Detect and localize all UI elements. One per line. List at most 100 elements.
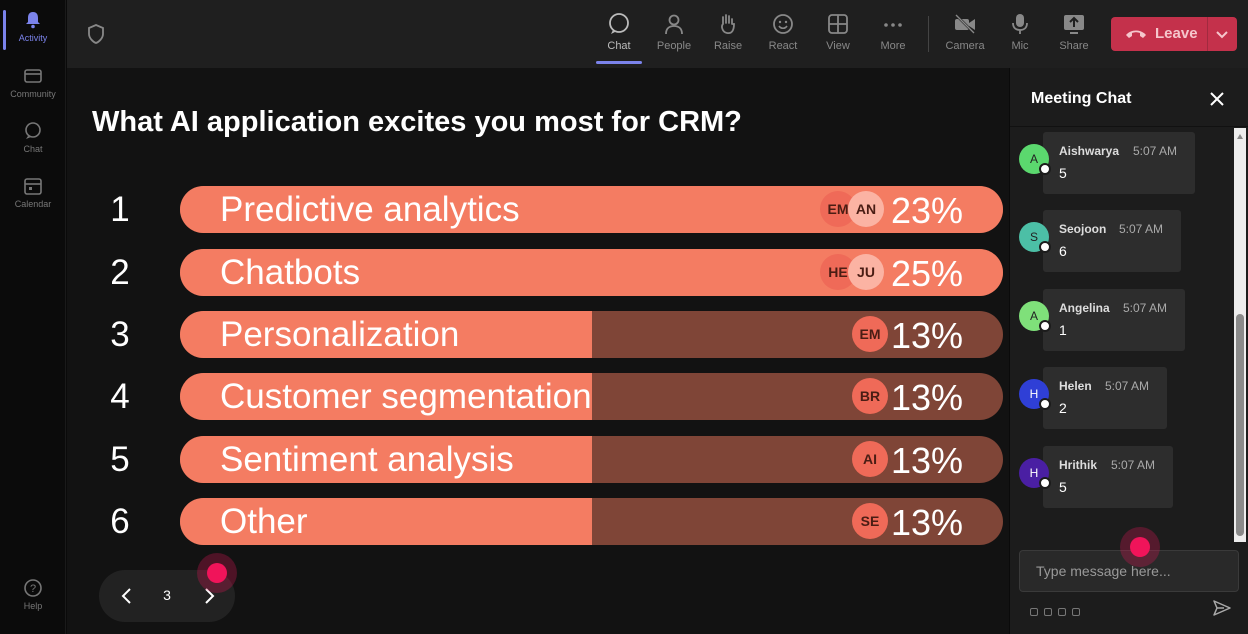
poll-option-label: Customer segmentation <box>220 377 592 416</box>
message-author: Helen <box>1059 379 1092 393</box>
format-icon[interactable] <box>1030 608 1038 616</box>
shield-icon[interactable] <box>87 24 105 44</box>
chevron-left-icon[interactable] <box>117 586 137 606</box>
presence-status-icon <box>1039 477 1051 489</box>
toolbar-raise-button[interactable]: Raise <box>703 12 753 52</box>
message-time: 5:07 AM <box>1119 222 1164 236</box>
toolbar-camera-button[interactable]: Camera <box>940 12 990 52</box>
poll-option-label: Predictive analytics <box>220 190 520 229</box>
poll-option-percent: 13% <box>890 315 963 356</box>
toolbar-people-label: People <box>656 40 692 52</box>
chevron-right-icon[interactable] <box>199 586 219 606</box>
leave-button[interactable]: Leave <box>1111 17 1237 51</box>
voter-avatar: AN <box>848 191 884 227</box>
scroll-thumb[interactable] <box>1236 314 1244 536</box>
message-bubble: Hrithik 5:07 AM 5 <box>1043 446 1173 508</box>
rail-item-community[interactable]: Community <box>0 66 66 99</box>
scroll-up-arrow-icon[interactable] <box>1237 134 1243 139</box>
message-author: Angelina <box>1059 301 1110 315</box>
avatar[interactable]: H <box>1019 458 1051 489</box>
toolbar-more-label: More <box>880 40 906 52</box>
leave-label: Leave <box>1155 25 1198 42</box>
message-bubble: Seojoon 5:07 AM 6 <box>1043 210 1181 272</box>
page-number: 3 <box>163 587 171 603</box>
smile-icon <box>773 14 793 34</box>
avatar-initial: A <box>1029 152 1038 166</box>
poll-option-percent: 25% <box>890 253 963 294</box>
poll-stage: What AI application excites you most for… <box>67 68 1009 634</box>
toolbar-view-button[interactable]: View <box>813 12 863 52</box>
avatar[interactable]: A <box>1019 144 1051 175</box>
meeting-toolbar: Chat People Raise React View More Camera… <box>67 0 1248 68</box>
toolbar-mic-label: Mic <box>1011 40 1029 52</box>
poll-option-row: 2 Chatbots HE JU 25% <box>67 249 1009 297</box>
message-author: Seojoon <box>1059 222 1107 236</box>
message-text: 5 <box>1059 165 1067 181</box>
voter-avatar: BR <box>852 378 888 414</box>
toolbar-share-button[interactable]: Share <box>1049 12 1099 52</box>
format-toolbar <box>1030 603 1086 616</box>
poll-option-fill <box>180 373 592 420</box>
more-icon <box>884 23 902 27</box>
chat-icon <box>609 13 629 34</box>
chat-title: Meeting Chat <box>1031 90 1132 107</box>
bell-icon <box>26 12 40 29</box>
rail-item-help[interactable]: ? Help <box>0 578 66 611</box>
rail-item-activity[interactable]: Activity <box>0 10 66 50</box>
send-icon[interactable] <box>1212 598 1232 618</box>
poll-option-number: 4 <box>110 377 130 416</box>
chevron-down-icon[interactable] <box>1214 26 1230 42</box>
rail-item-calendar[interactable]: Calendar <box>0 176 66 209</box>
voter-avatar: AI <box>852 441 888 477</box>
message-bubble: Angelina 5:07 AM 1 <box>1043 289 1185 351</box>
voter-avatar: EM <box>820 191 856 227</box>
people-icon <box>665 14 683 35</box>
message-text: 6 <box>1059 243 1067 259</box>
poll-option-bar: Chatbots HE JU 25% <box>180 249 1003 296</box>
calendar-icon <box>24 178 42 195</box>
poll-option-label: Other <box>220 502 308 541</box>
message-time: 5:07 AM <box>1111 458 1156 472</box>
gif-icon[interactable] <box>1072 608 1080 616</box>
poll-option-number: 1 <box>110 190 130 229</box>
voter-avatar: JU <box>848 254 884 290</box>
toolbar-react-button[interactable]: React <box>758 12 808 52</box>
poll-option-fill <box>180 436 592 483</box>
poll-option-bar: Personalization EM 13% <box>180 311 1003 358</box>
presence-status-icon <box>1039 320 1051 332</box>
avatar[interactable]: H <box>1019 379 1051 410</box>
poll-option-row: 3 Personalization EM 13% <box>67 311 1009 359</box>
close-icon[interactable] <box>1208 90 1226 108</box>
poll-option-row: 6 Other SE 13% <box>67 498 1009 546</box>
attach-icon[interactable] <box>1044 608 1052 616</box>
poll-option-bar: Other SE 13% <box>180 498 1003 545</box>
poll-option-label: Sentiment analysis <box>220 440 514 479</box>
avatar-initial: H <box>1029 466 1039 480</box>
message-time: 5:07 AM <box>1133 144 1178 158</box>
presence-status-icon <box>1039 163 1051 175</box>
toolbar-chat-button[interactable]: Chat <box>594 12 644 64</box>
meeting-chat-panel: Meeting Chat Aishwarya 5:07 AM 5 A Seojoon 5:… <box>1010 68 1248 634</box>
poll-option-label: Personalization <box>220 315 460 354</box>
toolbar-mic-button[interactable]: Mic <box>995 12 1045 52</box>
message-bubble: Aishwarya 5:07 AM 5 <box>1043 132 1195 194</box>
toolbar-more-button[interactable]: More <box>868 12 918 52</box>
toolbar-camera-label: Camera <box>945 40 985 52</box>
scroll-down-arrow-icon[interactable] <box>1237 531 1243 536</box>
chat-icon <box>25 122 41 139</box>
toolbar-people-button[interactable]: People <box>649 12 699 52</box>
rail-item-label: Chat <box>23 144 43 154</box>
chat-scrollbar[interactable] <box>1234 128 1246 542</box>
avatar[interactable]: S <box>1019 222 1051 253</box>
rail-item-label: Calendar <box>14 199 52 209</box>
rail-item-chat[interactable]: Chat <box>0 121 66 154</box>
chat-message-input[interactable] <box>1019 550 1239 592</box>
rail-item-label: Community <box>10 89 56 99</box>
chat-header-divider <box>1010 126 1248 127</box>
avatar[interactable]: A <box>1019 301 1051 332</box>
poll-option-row: 4 Customer segmentation BR 13% <box>67 373 1009 421</box>
emoji-icon[interactable] <box>1058 608 1066 616</box>
toolbar-divider <box>928 16 929 52</box>
poll-question: What AI application excites you most for… <box>92 106 742 138</box>
poll-option-number: 5 <box>110 440 130 479</box>
